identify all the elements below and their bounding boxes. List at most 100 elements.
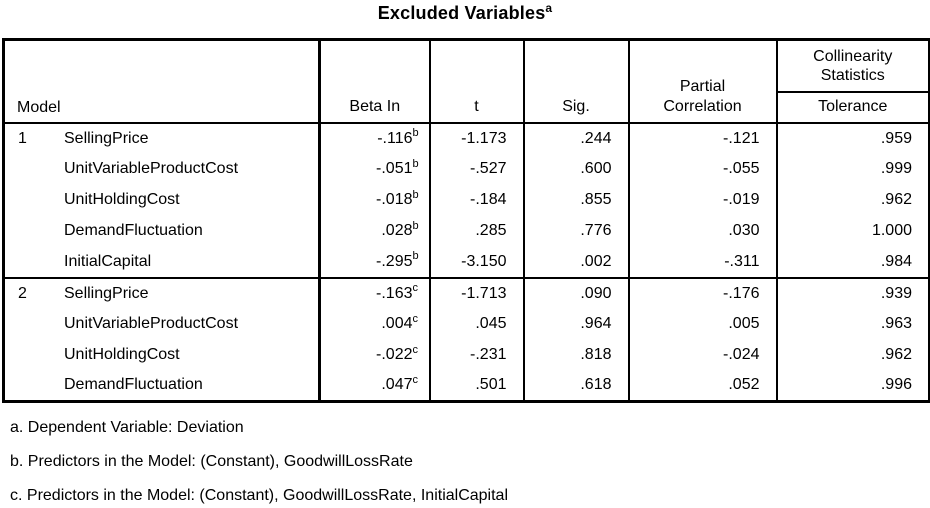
cell-tolerance: .963	[880, 315, 912, 332]
cell-beta-in: -.022c	[319, 339, 431, 371]
beta-in-value: .028	[381, 222, 413, 239]
cell-model-variable: DemandFluctuation	[3, 370, 321, 402]
cell-tolerance: .959	[880, 129, 912, 147]
beta-in-value: -.051	[376, 160, 413, 177]
cell-t: -3.150	[429, 246, 525, 278]
cell-partial-correlation: -.055	[628, 153, 778, 185]
cell-tolerance: 1.000	[871, 222, 912, 239]
table-row: 1 SellingPrice -.116b -1.173 .244 -.121 …	[3, 122, 930, 154]
cell-tolerance: .939	[776, 276, 930, 309]
cell-t: -.184	[429, 184, 525, 216]
cell-beta-in: -.163c	[319, 276, 431, 309]
model-number: 2	[18, 284, 27, 302]
column-header-t: t	[429, 39, 525, 124]
cell-sig: .964	[523, 308, 630, 340]
table-row: UnitHoldingCost -.022c -.231 .818 -.024 …	[3, 339, 930, 371]
table-title-superscript: a	[545, 1, 553, 15]
variable-name: SellingPrice	[64, 129, 149, 147]
cell-sig: .002	[523, 246, 630, 278]
beta-in-value: -.116	[377, 129, 413, 147]
table-body: 1 SellingPrice -.116b -1.173 .244 -.121 …	[3, 122, 930, 402]
cell-t: -1.713	[429, 276, 525, 309]
cell-beta-in: -.116b	[319, 122, 431, 154]
cell-sig: .090	[523, 276, 630, 309]
column-header-sig: Sig.	[523, 39, 630, 124]
cell-partial-correlation: .030	[628, 215, 778, 247]
beta-in-value: .004	[381, 315, 413, 332]
table-row: UnitVariableProductCost -.051b -.527 .60…	[3, 153, 930, 185]
cell-sig: .855	[523, 184, 630, 216]
beta-in-value: -.018	[376, 191, 413, 208]
cell-partial-correlation: .005	[628, 308, 778, 340]
cell-beta-in: -.051b	[319, 153, 431, 185]
cell-partial-correlation: -.024	[628, 339, 778, 371]
beta-in-value: -.163	[376, 284, 413, 302]
cell-sig: .818	[523, 339, 630, 371]
table-header: Model Beta In t Sig. Partial Correlation…	[3, 39, 930, 124]
cell-beta-in: .028b	[319, 215, 431, 247]
cell-t: -.231	[429, 339, 525, 371]
beta-in-value: -.022	[376, 346, 413, 363]
variable-name: DemandFluctuation	[64, 222, 203, 239]
column-header-tolerance: Tolerance	[776, 91, 930, 124]
excluded-variables-table: Model Beta In t Sig. Partial Correlation…	[2, 38, 930, 403]
table-row: UnitVariableProductCost .004c .045 .964 …	[3, 308, 930, 340]
cell-model-variable: UnitVariableProductCost	[3, 308, 321, 340]
cell-beta-in: .047c	[319, 370, 431, 402]
variable-name: SellingPrice	[64, 284, 149, 302]
cell-beta-in: -.018b	[319, 184, 431, 216]
cell-model-variable: UnitHoldingCost	[3, 184, 321, 216]
column-header-model: Model	[3, 39, 321, 124]
cell-partial-correlation: -.019	[628, 184, 778, 216]
cell-t: -.527	[429, 153, 525, 185]
beta-in-value: .047	[381, 376, 413, 394]
cell-sig: .618	[523, 370, 630, 402]
column-header-collinearity-statistics: Collinearity Statistics	[776, 39, 930, 93]
cell-partial-correlation: -.311	[628, 246, 778, 278]
footnote-a: a. Dependent Variable: Deviation	[10, 419, 244, 436]
cell-model-variable: 1 SellingPrice	[3, 122, 321, 154]
cell-model-variable: UnitVariableProductCost	[3, 153, 321, 185]
variable-name: UnitHoldingCost	[64, 191, 180, 208]
cell-model-variable: 2 SellingPrice	[3, 276, 321, 309]
footnotes: a. Dependent Variable: Deviation b. Pred…	[10, 419, 508, 508]
cell-t: .501	[429, 370, 525, 402]
footnote-c: c. Predictors in the Model: (Constant), …	[10, 487, 508, 504]
table-row: DemandFluctuation .047c .501 .618 .052 .…	[3, 370, 930, 402]
cell-tolerance: .984	[880, 252, 912, 270]
column-header-partial-correlation: Partial Correlation	[628, 39, 778, 124]
footnote-b: b. Predictors in the Model: (Constant), …	[10, 453, 413, 470]
variable-name: DemandFluctuation	[64, 376, 203, 394]
beta-in-value: -.295	[376, 252, 413, 270]
table-title: Excluded Variablesa	[2, 1, 928, 24]
cell-tolerance: .962	[880, 191, 912, 208]
cell-sig: .600	[523, 153, 630, 185]
model-number: 1	[18, 129, 27, 147]
table-title-text: Excluded Variables	[377, 3, 546, 23]
cell-tolerance: .999	[880, 160, 912, 177]
variable-name: UnitVariableProductCost	[64, 315, 239, 332]
cell-sig: .776	[523, 215, 630, 247]
table-row: DemandFluctuation .028b .285 .776 .030 1…	[3, 215, 930, 247]
column-header-beta-in: Beta In	[319, 39, 431, 124]
cell-beta-in: .004c	[319, 308, 431, 340]
cell-beta-in: -.295b	[319, 246, 431, 278]
variable-name: UnitHoldingCost	[64, 346, 180, 363]
cell-model-variable: UnitHoldingCost	[3, 339, 321, 371]
cell-tolerance: .962	[880, 346, 912, 363]
table-row: InitialCapital -.295b -3.150 .002 -.311 …	[3, 246, 930, 278]
cell-partial-correlation: -.121	[628, 122, 778, 154]
cell-tolerance: .996	[880, 376, 912, 394]
cell-partial-correlation: -.176	[628, 276, 778, 309]
variable-name: UnitVariableProductCost	[64, 160, 239, 177]
table-row: 2 SellingPrice -.163c -1.713 .090 -.176 …	[3, 276, 930, 309]
table-row: UnitHoldingCost -.018b -.184 .855 -.019 …	[3, 184, 930, 216]
cell-partial-correlation: .052	[628, 370, 778, 402]
cell-model-variable: InitialCapital	[3, 246, 321, 278]
cell-t: -1.173	[429, 122, 525, 154]
cell-t: .285	[429, 215, 525, 247]
variable-name: InitialCapital	[64, 252, 152, 270]
cell-model-variable: DemandFluctuation	[3, 215, 321, 247]
cell-sig: .244	[523, 122, 630, 154]
